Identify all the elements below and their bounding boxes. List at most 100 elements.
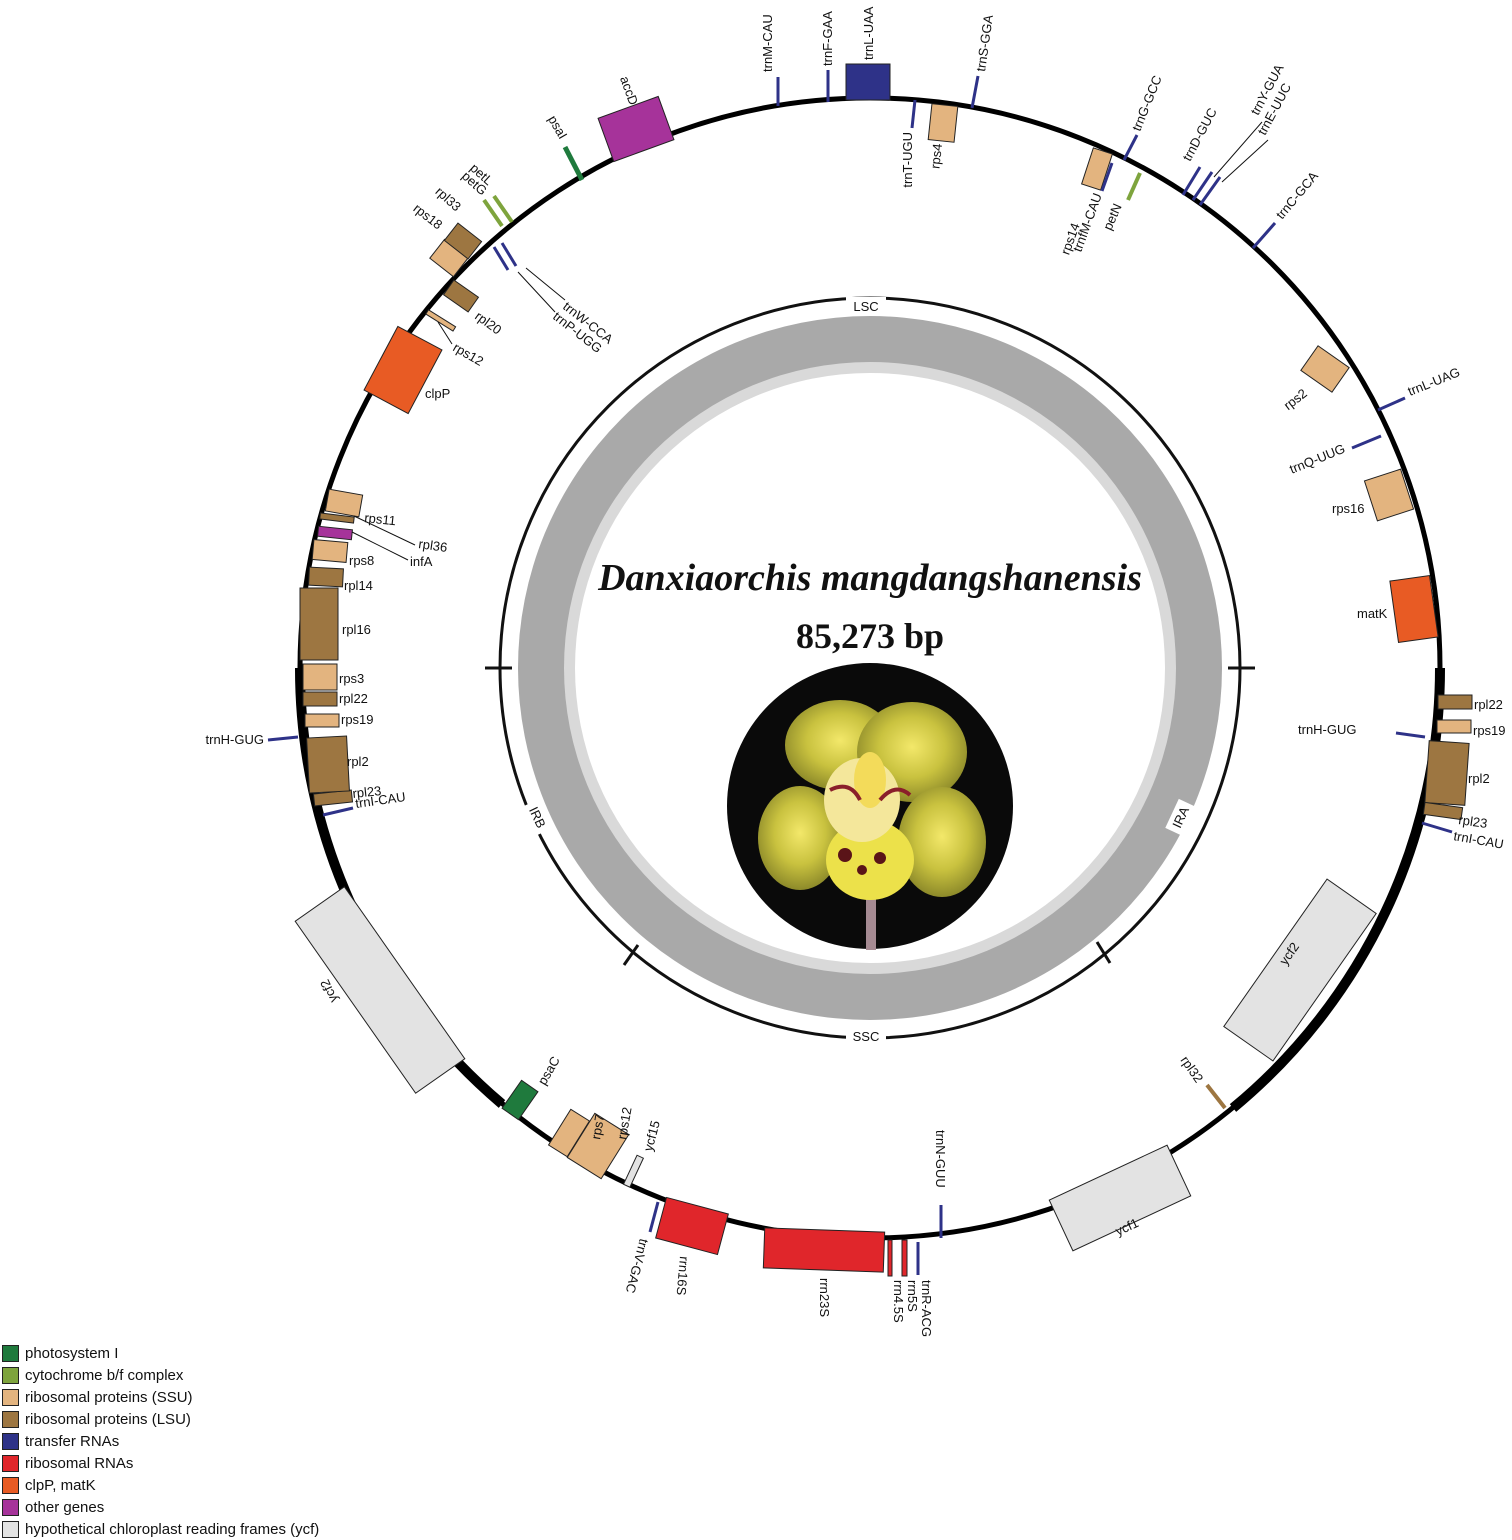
label-rps19-ira: rps19: [1473, 723, 1506, 738]
label-trnH-GUG-irb: trnH-GUG: [206, 732, 265, 747]
label-trnL-UAG: trnL-UAG: [1406, 364, 1463, 398]
legend-label: transfer RNAs: [25, 1432, 120, 1450]
legend-label: other genes: [25, 1498, 105, 1516]
square-swatch-icon: [2, 1432, 19, 1450]
label-trnH-GUG-ira: trnH-GUG: [1298, 722, 1357, 737]
gene-psaC: [501, 1079, 539, 1121]
gene-trnD-GUC: [1181, 166, 1202, 196]
label-rpl22-ira: rpl22: [1474, 697, 1503, 712]
region-label-ssc: SSC: [853, 1029, 880, 1044]
label-trnQ-UUG: trnQ-UUG: [1287, 441, 1347, 477]
label-accD: accD: [617, 74, 641, 107]
gc-content-track: [498, 296, 1242, 1040]
label-trnI-CAU-irb: trnI-CAU: [354, 789, 406, 811]
label-rps8: rps8: [349, 553, 374, 568]
gene-matK: [1389, 574, 1439, 644]
gene-ycf15: [622, 1154, 645, 1188]
gene-trnT-UGU: [910, 99, 917, 129]
label-rps11: rps11: [364, 510, 397, 528]
gene-petG: [482, 198, 504, 228]
label-clpP: clpP: [425, 386, 450, 401]
gene-rpl16: [299, 587, 339, 661]
gene-accD: [597, 95, 675, 163]
label-trnfM-CAU: trnfM-CAU: [1070, 191, 1105, 254]
legend-item: hypothetical chloroplast reading frames …: [2, 1518, 319, 1540]
legend-label: ribosomal proteins (LSU): [25, 1410, 191, 1428]
label-rpl16: rpl16: [342, 622, 371, 637]
label-matK: matK: [1357, 606, 1388, 621]
label-trnS-GGA: trnS-GGA: [973, 13, 996, 72]
label-rpl14: rpl14: [344, 578, 373, 593]
label-rps4: rps4: [927, 143, 945, 170]
label-trnN-GUU: trnN-GUU: [933, 1130, 948, 1188]
gene-rpl22-ira: [1437, 694, 1473, 710]
gene-rpl32: [1205, 1083, 1227, 1110]
label-rpl20: rpl20: [472, 308, 504, 337]
gene-rrn4.5S: [887, 1239, 893, 1277]
flower-photo: [727, 663, 1013, 950]
gene-rps19-ira: [1436, 719, 1472, 734]
gene-rpl14: [308, 566, 344, 588]
legend-item: clpP, matK: [2, 1474, 319, 1496]
square-swatch-icon: [2, 1366, 19, 1384]
label-petN: petN: [1100, 201, 1125, 232]
gene-trnI-CAU-ira: [1421, 821, 1453, 834]
gene-rps12-lsc: [425, 309, 457, 332]
label-infA: infA: [410, 554, 433, 569]
gene-rps8: [311, 539, 349, 563]
region-labels: LSC SSC IRA IRB: [522, 297, 1196, 1045]
gene-rpl22-irb: [302, 691, 338, 707]
label-rps7: rps7: [588, 1113, 607, 1141]
square-swatch-icon: [2, 1344, 19, 1362]
label-trnM-CAU: trnM-CAU: [760, 14, 775, 72]
gene-rpl23-ira: [1422, 801, 1464, 821]
gene-features: [267, 63, 1473, 1277]
legend-item: other genes: [2, 1496, 319, 1518]
gene-ycf2-irb: [294, 886, 466, 1094]
legend-label: ribosomal RNAs: [25, 1454, 134, 1472]
gene-rpl33: [443, 222, 483, 260]
gene-rps11: [324, 488, 364, 518]
label-trnR-ACG: trnR-ACG: [919, 1280, 934, 1337]
label-rrn16S: rrn16S: [674, 1256, 692, 1297]
legend-item: transfer RNAs: [2, 1430, 319, 1452]
label-trnD-GUC: trnD-GUC: [1179, 105, 1219, 163]
legend-label: cytochrome b/f complex: [25, 1366, 184, 1384]
gene-trnG-GCC: [1122, 134, 1139, 161]
label-rps3: rps3: [339, 671, 364, 686]
gene-psaI: [562, 145, 585, 182]
gene-trnV-GAC: [648, 1201, 660, 1233]
label-rpl32: rpl32: [1178, 1053, 1207, 1085]
gene-rpl36: [319, 512, 355, 524]
gene-trnH-GUG-ira: [1395, 731, 1426, 739]
gene-ycf2-ira: [1223, 878, 1377, 1062]
legend-label: clpP, matK: [25, 1476, 96, 1494]
label-trnF-GAA: trnF-GAA: [820, 11, 835, 66]
label-rps12-irb: rps12: [614, 1106, 634, 1141]
label-rrn4.5S: rrn4.5S: [891, 1280, 906, 1323]
gene-petN: [1126, 172, 1142, 201]
gene-trnL-UAG: [1377, 396, 1406, 412]
label-rrn23S: rrn23S: [817, 1278, 832, 1317]
label-rpl23-ira: rpl23: [1458, 812, 1489, 831]
square-swatch-icon: [2, 1476, 19, 1494]
gene-rps7: [547, 1108, 591, 1158]
leader-lines: [351, 121, 1269, 561]
label-psaC: psaC: [535, 1054, 563, 1088]
label-rps18: rps18: [411, 201, 446, 233]
region-label-lsc: LSC: [853, 299, 878, 314]
square-swatch-icon: [2, 1410, 19, 1428]
ir-thick-right: [1229, 667, 1446, 1112]
legend-item: photosystem I: [2, 1342, 319, 1364]
region-tick-lower-right: [1095, 941, 1112, 964]
gene-trnQ-UUG: [1351, 434, 1382, 450]
label-trnV-GAC: trnV-GAC: [623, 1237, 652, 1295]
gene-rrn5S: [901, 1239, 908, 1277]
label-rrn5S: rrn5S: [905, 1280, 920, 1312]
label-trnG-GCC: trnG-GCC: [1129, 73, 1165, 133]
genome-length: 85,273 bp: [796, 616, 944, 656]
gene-trnH-GUG-irb: [267, 735, 299, 742]
gene-rps4: [927, 103, 959, 143]
label-rpl22-irb: rpl22: [339, 691, 368, 706]
